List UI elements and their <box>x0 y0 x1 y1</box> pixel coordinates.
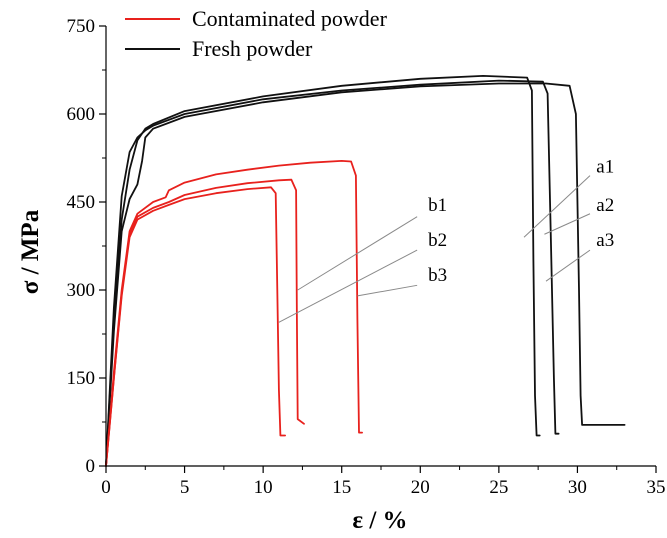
annotation-label-a2: a2 <box>596 195 614 216</box>
annotation-line-a3 <box>545 249 591 282</box>
series-line-a2 <box>105 79 560 467</box>
y-tick-label: 150 <box>67 368 96 389</box>
x-tick-label: 0 <box>101 477 111 498</box>
tick-layer: 0 5 10 15 20 25 30 35 0 150 300 450 600 750 <box>67 16 666 498</box>
series-line-b2 <box>105 178 305 467</box>
y-tick-label: 0 <box>86 456 96 477</box>
annotation-label-b1: b1 <box>428 195 447 216</box>
x-tick-label: 15 <box>332 477 351 498</box>
annotation-line-a2 <box>544 213 591 235</box>
legend-label-fresh: Fresh powder <box>192 36 313 61</box>
y-axis-title: σ / MPa <box>17 209 44 294</box>
x-tick-label: 35 <box>647 477 666 498</box>
x-tick-label: 30 <box>568 477 587 498</box>
annotation-label-a1: a1 <box>596 157 614 178</box>
annotation-label-b2: b2 <box>428 230 447 251</box>
x-axis-title: ε / % <box>352 507 407 534</box>
annotation-line-a1 <box>523 175 591 238</box>
x-tick-label: 5 <box>180 477 190 498</box>
series-line-a1 <box>105 75 541 467</box>
annotation-line-b3 <box>357 284 418 297</box>
annotation-line-b1 <box>297 216 418 291</box>
annotation-line-b2 <box>278 249 418 323</box>
x-tick-label: 10 <box>254 477 273 498</box>
y-tick-label: 300 <box>67 280 96 301</box>
x-tick-label: 20 <box>411 477 430 498</box>
x-tick-label: 25 <box>489 477 508 498</box>
annotation-label-b3: b3 <box>428 265 447 286</box>
series-layer <box>105 75 626 467</box>
y-tick-label: 450 <box>67 192 96 213</box>
y-tick-label: 750 <box>67 16 96 37</box>
legend-label-contaminated: Contaminated powder <box>192 6 388 31</box>
series-line-a3 <box>105 82 626 467</box>
legend: Contaminated powder Fresh powder <box>125 6 388 61</box>
annotation-layer: a1 a2 a3 b1 b2 b3 <box>278 157 614 323</box>
series-line-b3 <box>105 159 364 467</box>
y-tick-label: 600 <box>67 104 96 125</box>
axes <box>105 26 656 467</box>
annotation-label-a3: a3 <box>596 230 614 251</box>
